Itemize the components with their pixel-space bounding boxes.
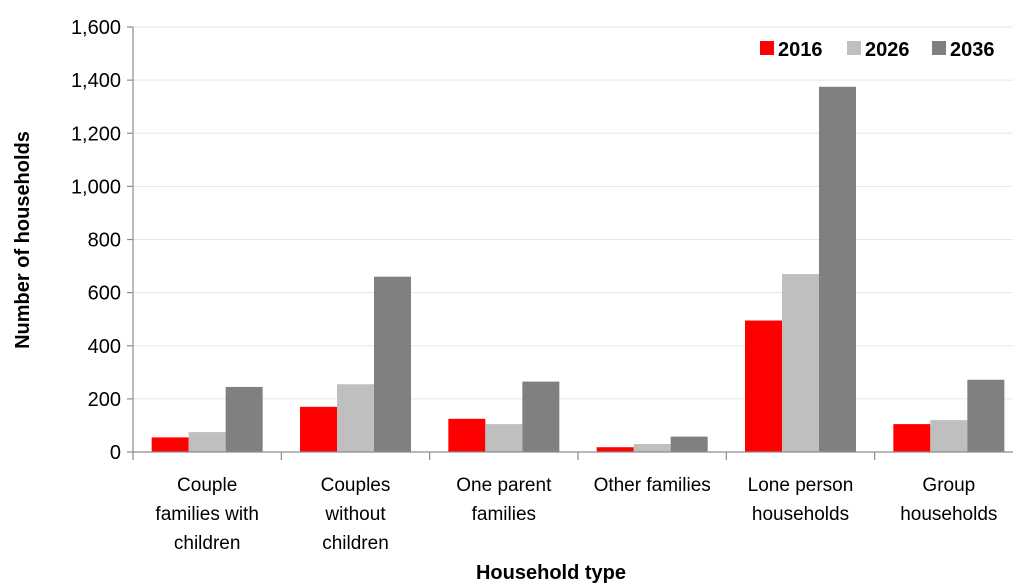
bar-2016-group-households (893, 424, 931, 452)
x-axis-tick-labels: Couple families with children Couples withou… (155, 475, 997, 554)
x-tick-label-one-parent-families: One parent families (456, 475, 552, 525)
legend-swatch-2036 (932, 41, 946, 55)
y-tick-label-1000: 1,000 (71, 176, 121, 198)
gridlines (133, 26, 1013, 400)
legend-label-2026: 2026 (865, 39, 910, 61)
bars (151, 86, 1005, 452)
y-tick-label-800: 800 (88, 230, 121, 252)
legend-label-2036: 2036 (950, 39, 995, 61)
legend-swatch-2016 (760, 41, 774, 55)
y-tick-label-1600: 1,600 (71, 17, 121, 39)
bar-2036-couple-families-with-children (225, 386, 263, 452)
bar-2016-one-parent-families (448, 418, 486, 452)
bar-2026-group-households (930, 420, 968, 452)
bar-2036-other-families (670, 436, 708, 452)
bar-2026-lone-person-households (782, 274, 819, 452)
y-tick-label-600: 600 (88, 283, 121, 305)
legend-label-2016: 2016 (778, 39, 823, 61)
y-axis-title: Number of households (12, 131, 34, 349)
legend: 2016 2026 2036 (760, 39, 995, 61)
bar-2016-couple-families-with-children (151, 437, 189, 452)
y-tick-label-200: 200 (88, 389, 121, 411)
y-tick-label-0: 0 (110, 442, 121, 464)
x-tick-label-group-households: Group households (900, 475, 997, 525)
bar-2036-couples-without-children (374, 276, 411, 452)
bar-2026-other-families (633, 444, 671, 452)
y-tick-label-400: 400 (88, 336, 121, 358)
axes (127, 26, 1013, 460)
x-tick-label-lone-person-households: Lone person households (748, 475, 854, 525)
bar-2036-group-households (967, 379, 1005, 452)
bar-2036-one-parent-families (522, 381, 560, 452)
bar-2016-couples-without-children (300, 406, 337, 452)
bar-2026-couples-without-children (337, 384, 374, 452)
y-tick-label-1200: 1,200 (71, 123, 121, 145)
bar-2026-couple-families-with-children (188, 432, 226, 452)
x-axis-title: Household type (476, 562, 626, 583)
bar-2016-lone-person-households (745, 320, 782, 452)
y-tick-label-1400: 1,400 (71, 70, 121, 92)
x-tick-label-couples-without-children: Couples without children (321, 475, 391, 554)
bar-2016-other-families (596, 447, 634, 452)
bar-2026-one-parent-families (485, 424, 523, 452)
x-tick-label-couple-families-with-children: Couple families with children (155, 475, 258, 554)
legend-swatch-2026 (847, 41, 861, 55)
bar-2036-lone-person-households (819, 86, 856, 452)
x-tick-label-other-families: Other families (594, 475, 711, 496)
y-axis-tick-labels: 0 200 400 600 800 1,000 1,200 1,400 1,600 (71, 17, 121, 464)
